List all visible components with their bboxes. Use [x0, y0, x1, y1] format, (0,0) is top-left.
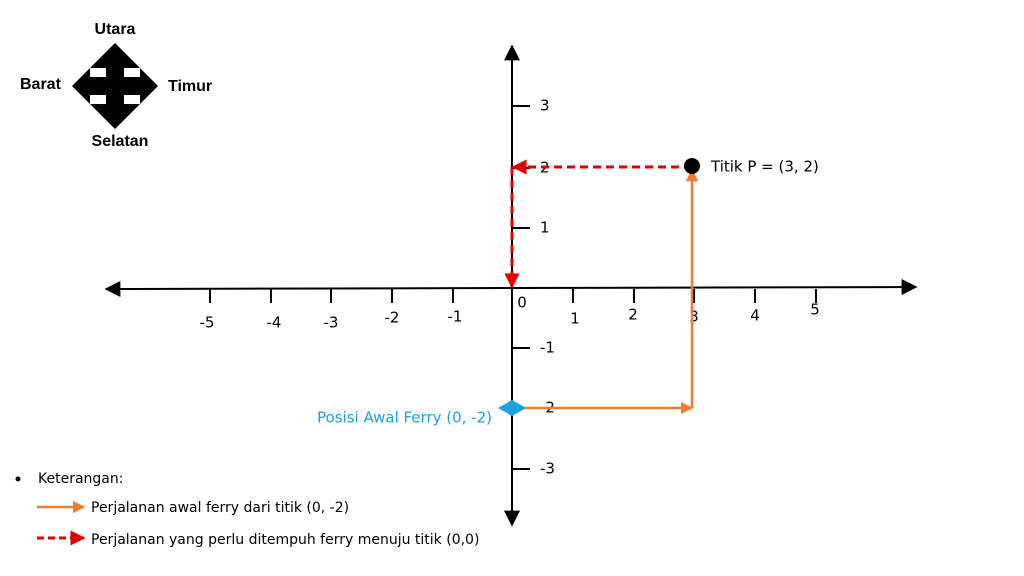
compass-core	[106, 68, 124, 104]
x-tick-label: 5	[810, 301, 820, 319]
x-tick-label: -2	[385, 309, 400, 327]
ferry-start	[498, 400, 526, 416]
x-tick-label: -1	[448, 308, 463, 326]
y-tick-label: 3	[540, 97, 550, 115]
compass-west: Barat	[20, 76, 62, 93]
compass-south: Selatan	[92, 133, 149, 150]
x-tick-label: 0	[517, 294, 527, 312]
compass-east: Timur	[168, 78, 212, 95]
x-tick-label: 4	[750, 307, 760, 325]
y-tick-label: 1	[540, 219, 550, 237]
legend-title: Keterangan:	[38, 471, 123, 487]
legend-item: Perjalanan yang perlu ditempuh ferry men…	[91, 532, 479, 548]
x-tick-label: 2	[628, 306, 638, 324]
x-tick-label: -4	[267, 314, 282, 332]
y-tick-label: -3	[540, 460, 555, 478]
y-tick-label: -1	[540, 339, 555, 357]
x-tick-label: -3	[324, 314, 339, 332]
x-tick-label: 1	[570, 310, 580, 328]
point-p	[684, 158, 700, 174]
compass-north: Utara	[95, 21, 136, 38]
x-tick-label: -5	[200, 314, 215, 332]
x-tick-label: 3	[689, 308, 699, 326]
bullet	[15, 476, 21, 482]
point-p-label: Titik P = (3, 2)	[710, 158, 819, 176]
ferry-start-label: Posisi Awal Ferry (0, -2)	[317, 409, 492, 427]
legend-item: Perjalanan awal ferry dari titik (0, -2)	[91, 500, 349, 516]
